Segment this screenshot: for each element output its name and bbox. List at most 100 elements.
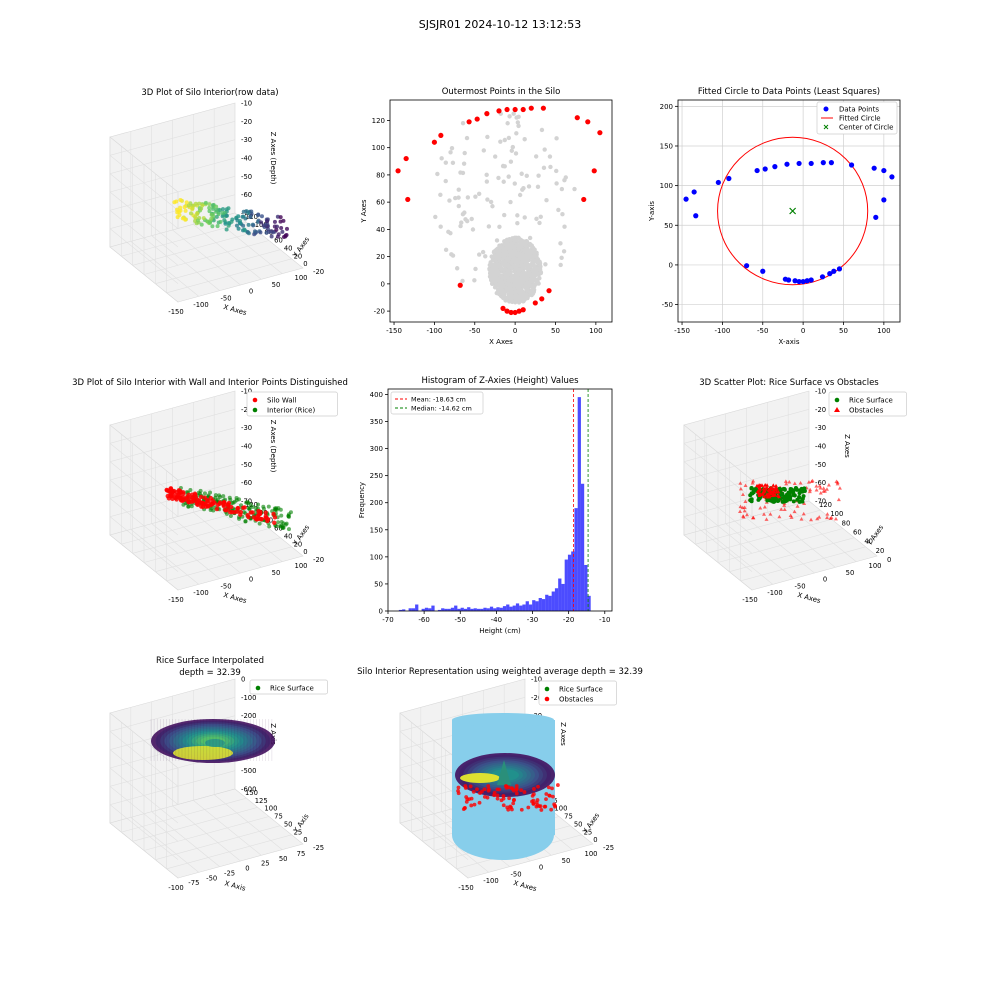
z-tick-label: -40 (241, 443, 252, 451)
interior-point (276, 520, 281, 525)
data-point (227, 221, 232, 226)
data-point (715, 179, 721, 186)
wall-point (199, 504, 204, 509)
data-point (762, 166, 768, 172)
interior-point (276, 506, 281, 511)
x-axis-label: X Axis (224, 879, 247, 892)
interior-point (469, 216, 474, 222)
obstacle-point (546, 785, 551, 790)
x-tick-label: 100 (295, 274, 308, 282)
interior-point (250, 504, 255, 509)
y-tick-label: 60 (274, 237, 283, 245)
interior-point (257, 521, 262, 526)
interior-point (530, 255, 535, 260)
interior-point (486, 224, 492, 229)
histogram-bar (480, 608, 484, 611)
wall-point (263, 510, 268, 515)
obstacle-point (742, 508, 747, 513)
z-tick-label: -10 (815, 388, 826, 396)
surface-peak (205, 739, 225, 747)
interior-point (473, 194, 478, 199)
histogram-bar (528, 604, 533, 611)
histogram-bar (428, 608, 432, 611)
y-tick-label: 150 (245, 789, 258, 797)
wall-point (189, 499, 195, 504)
z-tick-label: -60 (241, 479, 252, 487)
x-tick-label: 0 (245, 865, 249, 873)
chart-title: 3D Scatter Plot: Rice Surface vs Obstacl… (699, 378, 879, 388)
obstacle-point (539, 808, 544, 812)
data-point (220, 211, 225, 216)
data-point (873, 214, 879, 220)
obstacle-point (512, 797, 516, 802)
interior-point (513, 289, 519, 294)
z-tick-label: -20 (815, 406, 826, 414)
interior-point (491, 250, 497, 255)
interior-point (470, 227, 476, 232)
rice-point (798, 487, 803, 492)
data-point (207, 205, 212, 210)
obstacle-point (809, 479, 814, 483)
outer-point (466, 119, 472, 125)
interior-point (515, 213, 520, 218)
data-point (760, 268, 766, 274)
data-point (195, 212, 200, 217)
obstacle-point (553, 803, 557, 808)
panel-fitted-circle: Fitted Circle to Data Points (Least Squa… (648, 87, 901, 346)
interior-point (506, 286, 512, 291)
grid-line (109, 155, 179, 211)
obstacle-point (492, 790, 497, 795)
data-point (281, 218, 286, 223)
interior-point (502, 263, 508, 268)
chart-title: Outermost Points in the Silo (442, 87, 561, 97)
x-tick-label: -30 (527, 616, 538, 624)
obstacle-point (508, 804, 513, 809)
outer-point (405, 196, 411, 203)
histogram-bar (415, 604, 419, 611)
obstacle-point (815, 516, 820, 521)
data-point (819, 274, 826, 280)
interior-point (505, 121, 510, 126)
outer-point (403, 155, 409, 162)
obstacle-point (771, 483, 776, 487)
chart-title: 3D Plot of Silo Interior(row data) (141, 88, 278, 98)
obstacle-point (782, 507, 787, 512)
z-tick-label: -20 (241, 406, 252, 414)
x-tick-label: 25 (261, 860, 270, 868)
x-tick-label: -150 (386, 327, 402, 335)
x-tick-label: -150 (742, 596, 757, 604)
obstacle-point (468, 784, 473, 789)
histogram-bar (506, 604, 510, 611)
interior-point (536, 173, 541, 178)
z-tick-label: -40 (241, 155, 252, 163)
chart-title: Rice Surface Interpolated (156, 656, 264, 666)
silo-cylinder-bottom (452, 810, 554, 860)
z-tick-label: -30 (815, 424, 826, 432)
interior-point (523, 243, 529, 249)
obstacle-point (826, 483, 831, 487)
y-tick-label: 60 (274, 525, 283, 533)
wall-point (215, 502, 221, 508)
interior-point (531, 275, 537, 281)
wall-point (208, 495, 214, 501)
data-point (278, 215, 283, 220)
obstacle-point (825, 512, 830, 516)
obstacle-point (519, 788, 524, 792)
grid-line (121, 797, 247, 833)
obstacle-point (809, 517, 814, 522)
interior-point (248, 502, 253, 507)
data-point (199, 206, 204, 211)
obstacle-point (507, 796, 512, 801)
x-tick-label: -50 (220, 582, 231, 590)
x-tick-label: 50 (551, 327, 560, 335)
outer-point (500, 305, 506, 311)
data-point (820, 160, 826, 166)
interior-point (524, 292, 529, 298)
x-tick-label: -100 (168, 884, 183, 892)
obstacle-point (762, 512, 767, 516)
interior-point (460, 212, 466, 217)
interior-point (502, 212, 507, 218)
obstacle-point (801, 511, 806, 516)
histogram-bar (587, 595, 591, 611)
x-tick-label: -100 (483, 877, 498, 885)
